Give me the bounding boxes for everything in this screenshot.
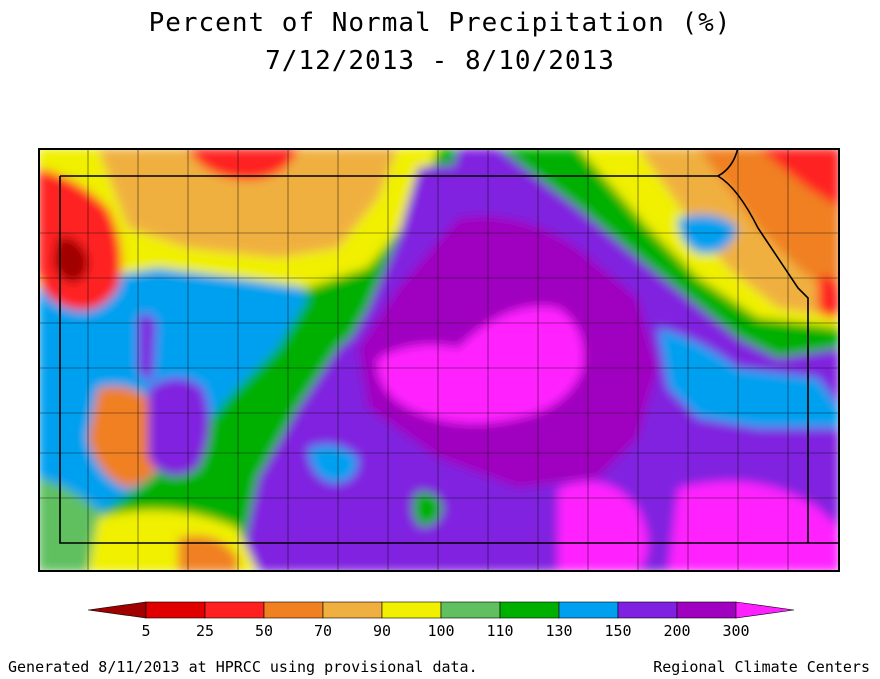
region-nw-darkred (54, 237, 89, 283)
precip-fill (38, 148, 840, 572)
state-boundaries (59, 148, 840, 544)
legend-tick-label: 25 (196, 622, 214, 640)
region-n-red (188, 148, 298, 180)
legend-swatch (263, 601, 324, 619)
region-e-blue (658, 328, 840, 428)
legend-swatch (676, 601, 737, 619)
color-legend: 5 25 50 70 90 100 110 130 150 200 300 (87, 601, 795, 640)
legend-swatch (381, 601, 442, 619)
source-credit: Regional Climate Centers (653, 658, 870, 676)
legend-tick-label: 5 (141, 622, 150, 640)
legend-tick-label: 50 (255, 622, 273, 640)
county-grid (38, 148, 840, 572)
legend-swatch (204, 601, 265, 619)
legend-tick-label: 200 (663, 622, 690, 640)
region-w-violet-strip (138, 314, 156, 380)
legend-tick-label: 70 (314, 622, 332, 640)
legend-tick-label: 100 (427, 622, 454, 640)
legend-swatch (440, 601, 501, 619)
legend-swatch (499, 601, 560, 619)
region-s-blue-ring (308, 444, 358, 483)
legend-swatch (145, 601, 206, 619)
region-se-magenta (558, 481, 648, 572)
map-date-range: 7/12/2013 - 8/10/2013 (265, 46, 615, 76)
generated-note: Generated 8/11/2013 at HPRCC using provi… (8, 658, 478, 676)
region-s-green-dot (412, 492, 443, 527)
region-s-orange (178, 535, 238, 572)
legend-tick-label: 90 (373, 622, 391, 640)
legend-swatch (322, 601, 383, 619)
region-center-magenta (377, 306, 584, 424)
region-e-red (818, 276, 840, 318)
legend-tick-label: 110 (486, 622, 513, 640)
legend-tick-label: 150 (604, 622, 631, 640)
precipitation-map (38, 148, 840, 572)
map-title: Percent of Normal Precipitation (%) (148, 8, 732, 38)
region-se-magenta-2 (668, 481, 840, 572)
region-nw-red (38, 168, 122, 311)
region-w-violet-lobe (148, 378, 210, 476)
legend-arrow-low (87, 601, 147, 619)
legend-tick-label: 300 (722, 622, 749, 640)
legend-tick-label: 130 (545, 622, 572, 640)
region-ne-red (758, 148, 840, 208)
legend-arrow-high (735, 601, 795, 619)
legend-swatch (617, 601, 678, 619)
region-ne-orange (698, 148, 840, 298)
region-ne-blue-ring (678, 214, 738, 254)
legend-swatch (558, 601, 619, 619)
map-frame (38, 148, 840, 572)
